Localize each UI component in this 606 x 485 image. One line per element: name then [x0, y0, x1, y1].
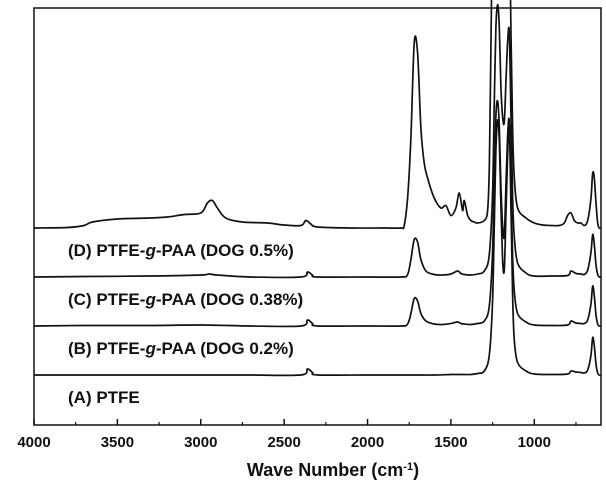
x-tick-label: 2500 — [267, 434, 300, 451]
spectra-layer — [33, 0, 602, 377]
x-axis-ticks: 4000 3500 3000 2500 2000 1500 1000 — [17, 419, 577, 451]
series-label-C: (C) PTFE-g-PAA (DOG 0.38%) — [68, 290, 303, 309]
x-axis-title: Wave Number (cm-1) — [247, 460, 419, 480]
series-label-D: (D) PTFE-g-PAA (DOG 0.5%) — [68, 241, 294, 260]
series-labels-layer: (A) PTFE (B) PTFE-g-PAA (DOG 0.2%) (C) PTF… — [68, 241, 303, 407]
plot-frame — [33, 7, 602, 426]
x-tick-label: 3500 — [101, 434, 134, 451]
x-tick-label: 3000 — [184, 434, 217, 451]
spectrum-line-C — [33, 3, 602, 279]
spectrum-line-B — [33, 99, 602, 328]
x-tick-label: 2000 — [351, 434, 384, 451]
x-tick-label: 1500 — [434, 434, 467, 451]
series-label-A: (A) PTFE — [68, 388, 140, 407]
series-label-B: (B) PTFE-g-PAA (DOG 0.2%) — [68, 339, 294, 358]
x-tick-label: 4000 — [17, 434, 50, 451]
x-tick-label: 1000 — [518, 434, 551, 451]
spectrum-line-D — [33, 0, 602, 230]
